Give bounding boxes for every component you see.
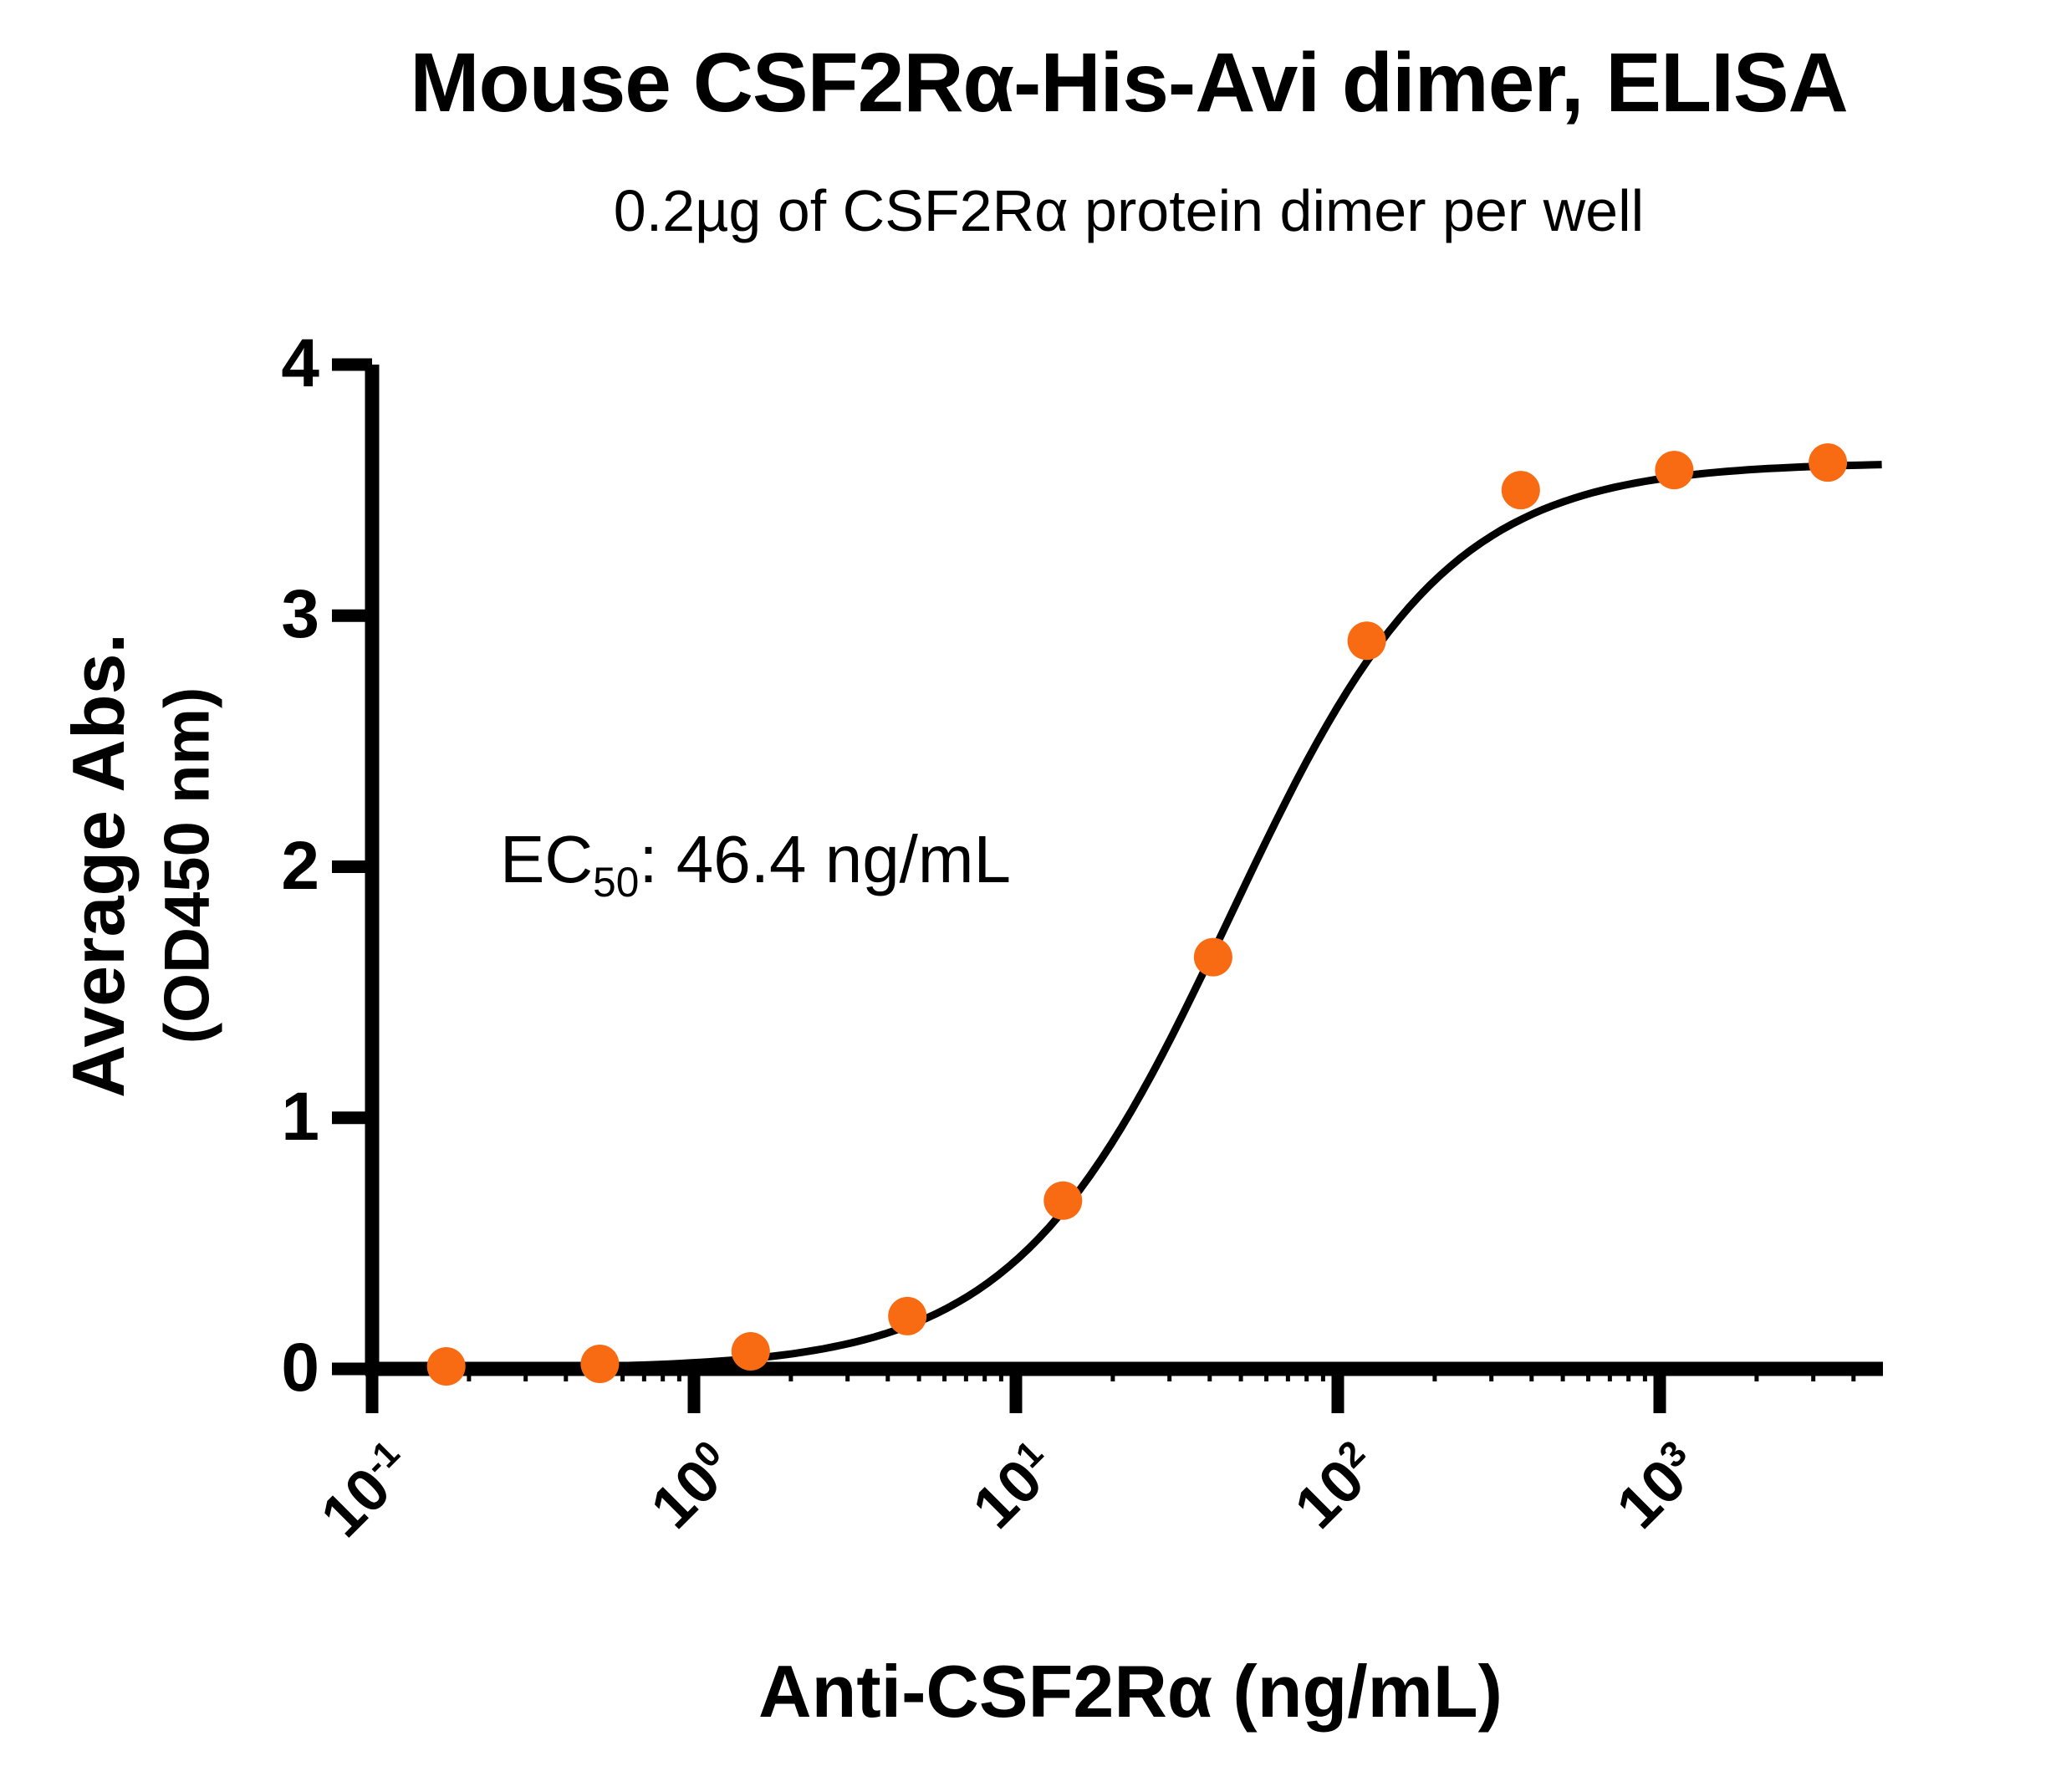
data-point [1193, 937, 1232, 977]
data-point [1809, 443, 1848, 482]
data-point [1501, 471, 1540, 510]
x-axis-label: Anti-CSF2Rα (ng/mL) [758, 1650, 1503, 1733]
y-axis-label-line2: (OD450 nm) [151, 687, 223, 1044]
chart-subtitle: 0.2µg of CSF2Rα protein dimer per well [613, 178, 1645, 243]
data-point [1655, 451, 1694, 490]
y-tick-label: 0 [281, 1330, 319, 1406]
data-point [426, 1347, 466, 1386]
data-point [888, 1296, 927, 1335]
data-point [1347, 621, 1386, 661]
ec50-value: : 46.4 ng/mL [639, 822, 1012, 896]
ec50-prefix: EC [500, 822, 594, 896]
chart-title: Mouse CSF2Rα-His-Avi dimer, ELISA [410, 36, 1849, 130]
ec50-subscript: 50 [593, 859, 640, 906]
y-tick-label: 3 [281, 576, 319, 653]
data-point [731, 1332, 770, 1371]
y-tick-label: 2 [281, 827, 319, 904]
y-tick-label: 1 [281, 1078, 319, 1155]
data-point [1043, 1181, 1083, 1220]
data-point [580, 1345, 620, 1383]
fit-curve [442, 461, 1882, 1372]
ec50-annotation: EC50: 46.4 ng/mL [500, 821, 1012, 903]
y-axis-label-line1: Average Abs. [57, 633, 140, 1098]
y-tick-label: 4 [281, 325, 319, 401]
